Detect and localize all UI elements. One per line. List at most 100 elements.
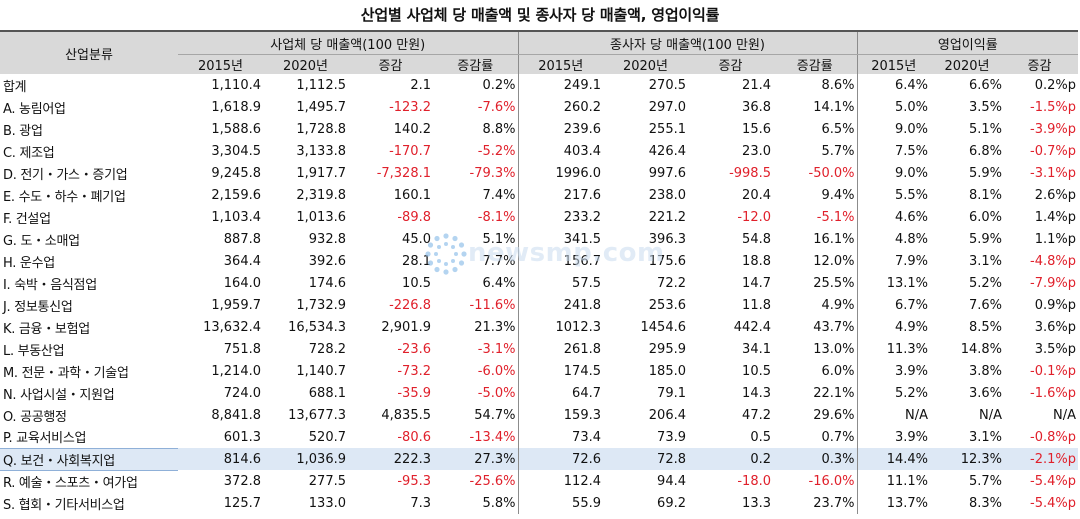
table-cell: 206.4 (648, 407, 686, 423)
table-cell: 1,588.6 (211, 121, 261, 137)
table-cell: 22.1% (813, 385, 855, 401)
table-row: K. 금융・보험업 13,632.4 16,534.3 2,901.9 21.3% 101… (0, 316, 1078, 338)
table-cell: 12.0% (813, 253, 855, 269)
table-cell: 7.3 (410, 495, 431, 511)
table-row: C. 제조업 3,304.5 3,133.8 -170.7 -5.2% 403.4 426.… (0, 140, 1078, 162)
table-cell: 0.7% (821, 429, 855, 445)
table-cell: -7,328.1 (376, 165, 431, 181)
table-cell: 403.4 (517, 140, 603, 162)
table-cell: 1,959.7 (211, 297, 261, 313)
table-cell: 11.8 (742, 297, 771, 313)
table-cell: 47.2 (742, 407, 771, 423)
table-cell: -3.1%p (1030, 165, 1077, 181)
table-cell: 4.9% (856, 316, 930, 338)
table-cell: -0.7%p (1030, 143, 1077, 159)
table-cell: 3.5% (968, 99, 1002, 115)
table-cell: 21.4 (742, 77, 771, 93)
table-row: G. 도・소매업 887.8 932.8 45.0 5.1% 341.5 396.3 54.8… (0, 228, 1078, 250)
table-cell: 5.5% (856, 184, 930, 206)
table-cell: 13,677.3 (288, 407, 346, 423)
table-cell: 5.9% (968, 231, 1002, 247)
table-cell: 6.0% (968, 209, 1002, 225)
table-cell: 297.0 (648, 99, 686, 115)
table-cell: 72.8 (603, 448, 688, 470)
data-table: 산업분류 사업체 당 매출액(100 만원) 종사자 당 매출액(100 만원)… (0, 30, 1079, 514)
table-cell: 260.2 (517, 96, 603, 118)
table-cell: 12.3% (930, 448, 1004, 470)
table-cell: 69.2 (657, 495, 686, 511)
table-cell: 10.5 (402, 275, 431, 291)
table-cell: 1,917.7 (296, 165, 346, 181)
table-cell: -5.4%p (1030, 473, 1077, 489)
table-cell: 13,632.4 (203, 319, 261, 335)
table-cell: 601.3 (223, 429, 261, 445)
table-cell: -5.1% (816, 209, 855, 225)
table-cell: -6.0% (477, 363, 516, 379)
table-cell: 238.0 (648, 187, 686, 203)
table-cell: 79.1 (657, 385, 686, 401)
table-cell: 1,103.4 (211, 209, 261, 225)
table-cell: N/A (1053, 407, 1077, 423)
table-cell: 7.7% (482, 253, 516, 269)
table-cell: 241.8 (517, 294, 603, 316)
table-cell: 3,304.5 (211, 143, 261, 159)
table-cell: 5.1% (968, 121, 1002, 137)
table-cell: 239.6 (517, 118, 603, 140)
table-cell: -18.0 (737, 473, 771, 489)
table-cell: 3.9% (856, 360, 930, 382)
table-cell: -50.0% (808, 165, 855, 181)
table-cell: 6.4% (482, 275, 516, 291)
row-category: 합계 (3, 79, 27, 95)
table-row: D. 전기・가스・증기업 9,245.8 1,917.7 -7,328.1 -79.3%… (0, 162, 1078, 184)
table-cell: 0.2 (688, 448, 773, 470)
subheader: 2020년 (603, 54, 688, 74)
table-cell: -170.7 (389, 143, 431, 159)
row-category: G. 도・소매업 (3, 233, 80, 249)
table-cell: 10.5 (742, 363, 771, 379)
table-cell: 4.6% (856, 206, 930, 228)
table-cell: 1012.3 (517, 316, 603, 338)
table-cell: -23.6 (397, 341, 431, 357)
table-cell: -0.1%p (1030, 363, 1077, 379)
row-category: J. 정보통신업 (3, 299, 73, 315)
table-cell: 13.0% (813, 341, 855, 357)
table-cell: 57.5 (517, 272, 603, 294)
subheader: 증감 (688, 54, 773, 74)
table-cell: 8.1% (968, 187, 1002, 203)
table-row: B. 광업 1,588.6 1,728.8 140.2 8.8% 239.6 255.1 15… (0, 118, 1078, 140)
table-cell: 249.1 (517, 74, 603, 96)
table-row: Q. 보건・사회복지업 814.6 1,036.9 222.3 27.3% 72.6 72.… (0, 447, 1079, 471)
table-cell: 392.6 (308, 253, 346, 269)
table-cell: 160.1 (393, 187, 431, 203)
table-cell: 14.4% (856, 448, 930, 470)
table-cell: 253.6 (648, 297, 686, 313)
row-category: D. 전기・가스・증기업 (3, 167, 128, 183)
table-cell: 0.3% (773, 448, 857, 470)
subheader: 증감률 (433, 54, 518, 74)
table-row: L. 부동산업 751.8 728.2 -23.6 -3.1% 261.8 295.9 34.… (0, 338, 1078, 360)
table-cell: 5.2% (856, 382, 930, 404)
table-cell: 1,732.9 (296, 297, 346, 313)
table-cell: 932.8 (308, 231, 346, 247)
row-category: F. 건설업 (3, 211, 51, 227)
table-cell: -3.1% (477, 341, 516, 357)
row-category: Q. 보건・사회복지업 (0, 447, 178, 471)
table-cell: 133.0 (308, 495, 346, 511)
table-cell: 3.9% (856, 426, 930, 448)
table-cell: 255.1 (648, 121, 686, 137)
table-cell: 0.5 (750, 429, 771, 445)
table-cell: 728.2 (308, 341, 346, 357)
table-cell: 7.9% (856, 250, 930, 272)
table-cell: 8.6% (821, 77, 855, 93)
table-cell: -80.6 (397, 429, 431, 445)
table-cell: 9.0% (856, 118, 930, 140)
table-cell: 1996.0 (517, 162, 603, 184)
table-cell: 6.4% (856, 74, 930, 96)
table-cell: 222.3 (348, 448, 433, 470)
table-row: 합계 1,110.4 1,112.5 2.1 0.2% 249.1 270.5 21.4 8.6… (0, 74, 1078, 96)
header-sales-per-employee: 종사자 당 매출액(100 만원) (517, 30, 857, 55)
table-row: J. 정보통신업 1,959.7 1,732.9 -226.8 -11.6% 241.8 2… (0, 294, 1078, 316)
table-cell: 442.4 (733, 319, 771, 335)
table-cell: 295.9 (648, 341, 686, 357)
table-cell: 140.2 (393, 121, 431, 137)
